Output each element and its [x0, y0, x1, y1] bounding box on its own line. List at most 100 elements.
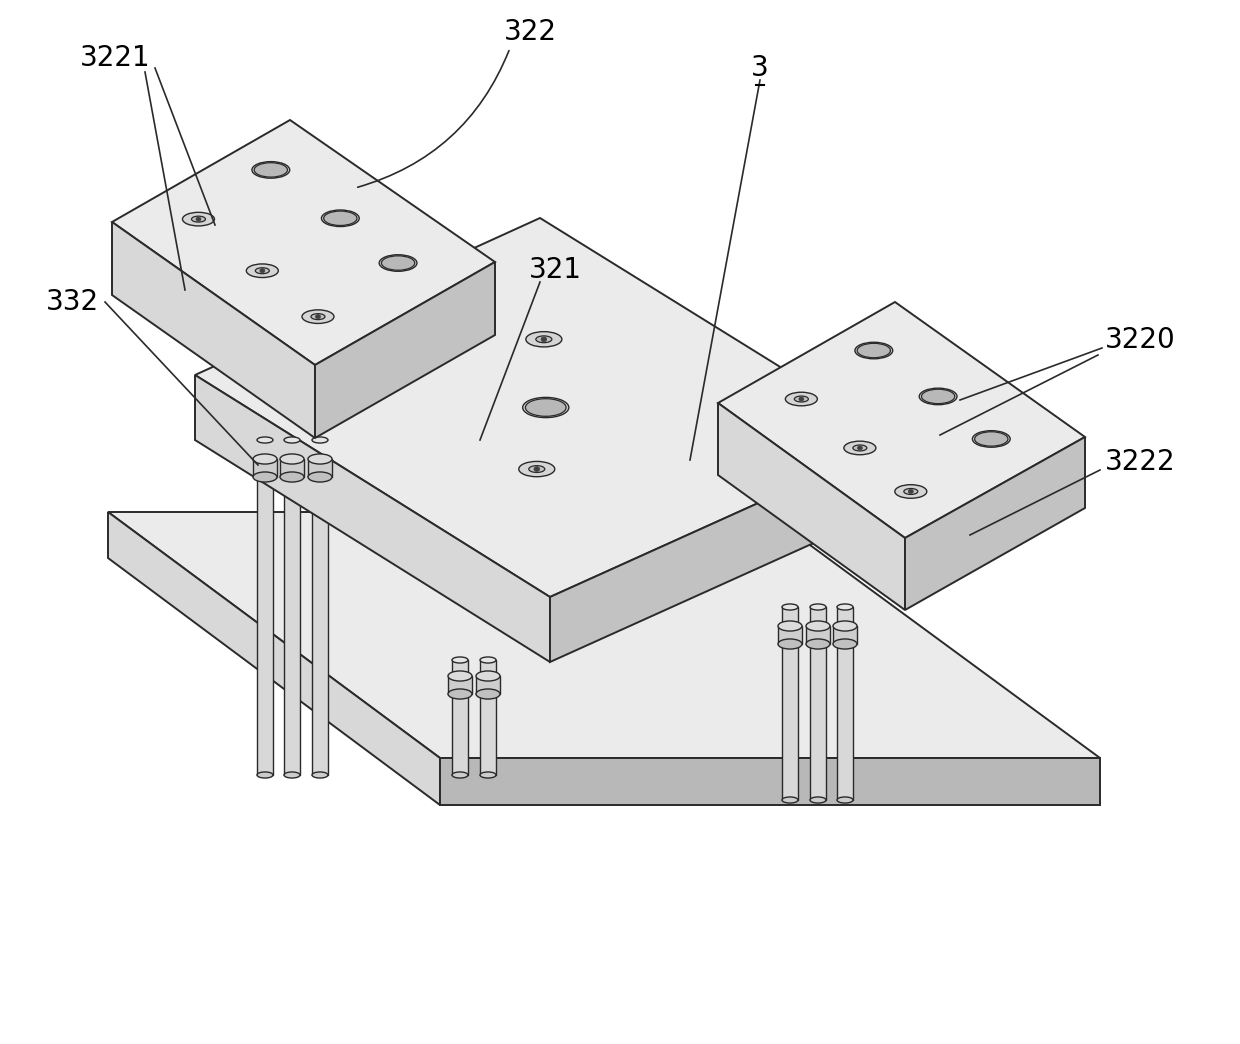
Polygon shape — [448, 677, 472, 694]
Ellipse shape — [196, 217, 201, 221]
Ellipse shape — [480, 657, 496, 663]
Polygon shape — [312, 440, 329, 775]
Ellipse shape — [782, 797, 799, 803]
Ellipse shape — [854, 342, 893, 359]
Ellipse shape — [909, 490, 914, 494]
Ellipse shape — [833, 639, 857, 649]
Ellipse shape — [382, 256, 414, 270]
Ellipse shape — [972, 431, 1011, 447]
Polygon shape — [718, 403, 905, 610]
Ellipse shape — [453, 772, 467, 778]
Ellipse shape — [379, 255, 417, 271]
Ellipse shape — [857, 343, 890, 358]
Ellipse shape — [919, 388, 957, 405]
Text: 3222: 3222 — [1105, 448, 1176, 476]
Ellipse shape — [315, 314, 320, 318]
Ellipse shape — [526, 332, 562, 347]
Ellipse shape — [280, 454, 304, 464]
Ellipse shape — [534, 467, 539, 472]
Ellipse shape — [312, 437, 329, 443]
Polygon shape — [453, 660, 467, 775]
Polygon shape — [833, 626, 857, 644]
Ellipse shape — [895, 484, 926, 498]
Polygon shape — [284, 440, 300, 775]
Ellipse shape — [833, 621, 857, 631]
Polygon shape — [810, 607, 826, 800]
Polygon shape — [195, 375, 551, 662]
Ellipse shape — [453, 657, 467, 663]
Polygon shape — [806, 626, 830, 644]
Polygon shape — [837, 607, 853, 800]
Ellipse shape — [247, 264, 278, 278]
Ellipse shape — [303, 310, 334, 324]
Ellipse shape — [844, 442, 875, 455]
Ellipse shape — [799, 397, 804, 401]
Ellipse shape — [253, 472, 277, 482]
Polygon shape — [108, 512, 1100, 758]
Ellipse shape — [308, 454, 332, 464]
Polygon shape — [308, 459, 332, 477]
Polygon shape — [476, 677, 500, 694]
Text: 3220: 3220 — [1105, 326, 1176, 354]
Ellipse shape — [253, 454, 277, 464]
Ellipse shape — [260, 268, 265, 272]
Polygon shape — [257, 440, 273, 775]
Polygon shape — [440, 758, 1100, 805]
Ellipse shape — [252, 162, 290, 179]
Polygon shape — [108, 512, 440, 805]
Ellipse shape — [777, 621, 802, 631]
Ellipse shape — [782, 604, 799, 610]
Ellipse shape — [837, 797, 853, 803]
Ellipse shape — [280, 472, 304, 482]
Polygon shape — [315, 262, 495, 438]
Text: 332: 332 — [46, 288, 98, 316]
Polygon shape — [718, 302, 1085, 538]
Ellipse shape — [321, 210, 360, 227]
Ellipse shape — [806, 639, 830, 649]
Ellipse shape — [810, 797, 826, 803]
Ellipse shape — [257, 772, 273, 778]
Ellipse shape — [257, 437, 273, 443]
Polygon shape — [195, 218, 898, 597]
Ellipse shape — [528, 466, 544, 473]
Ellipse shape — [284, 437, 300, 443]
Ellipse shape — [785, 393, 817, 406]
Ellipse shape — [777, 639, 802, 649]
Ellipse shape — [810, 604, 826, 610]
Ellipse shape — [536, 336, 552, 342]
Ellipse shape — [522, 398, 569, 418]
Ellipse shape — [476, 689, 500, 699]
Ellipse shape — [518, 461, 554, 477]
Polygon shape — [905, 437, 1085, 610]
Ellipse shape — [448, 671, 472, 681]
Ellipse shape — [795, 396, 808, 402]
Polygon shape — [280, 459, 304, 477]
Ellipse shape — [921, 389, 955, 404]
Polygon shape — [551, 440, 898, 662]
Ellipse shape — [311, 313, 325, 319]
Text: 321: 321 — [528, 256, 582, 284]
Ellipse shape — [806, 621, 830, 631]
Ellipse shape — [975, 432, 1008, 446]
Ellipse shape — [526, 399, 567, 417]
Ellipse shape — [480, 772, 496, 778]
Ellipse shape — [191, 216, 206, 222]
Polygon shape — [112, 120, 495, 365]
Ellipse shape — [541, 337, 547, 341]
Polygon shape — [253, 459, 277, 477]
Text: 322: 322 — [503, 18, 557, 46]
Ellipse shape — [255, 267, 269, 274]
Ellipse shape — [308, 472, 332, 482]
Ellipse shape — [254, 163, 288, 177]
Ellipse shape — [448, 689, 472, 699]
Ellipse shape — [324, 211, 357, 226]
Ellipse shape — [284, 772, 300, 778]
Polygon shape — [777, 626, 802, 644]
Ellipse shape — [476, 671, 500, 681]
Polygon shape — [480, 660, 496, 775]
Ellipse shape — [853, 445, 867, 451]
Text: 3221: 3221 — [79, 44, 150, 72]
Ellipse shape — [182, 212, 215, 226]
Polygon shape — [112, 222, 315, 438]
Ellipse shape — [312, 772, 329, 778]
